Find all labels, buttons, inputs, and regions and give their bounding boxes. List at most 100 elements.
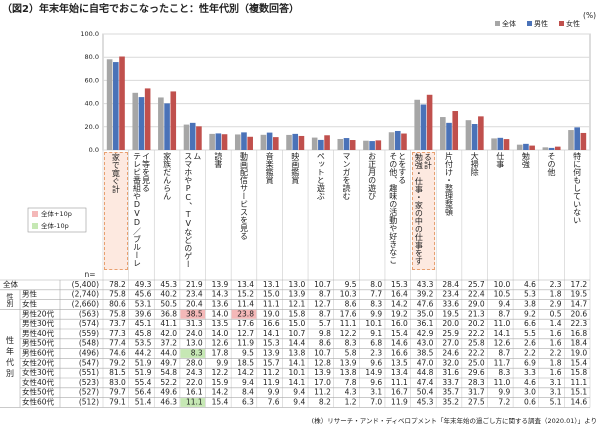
cell-value: 10.1	[289, 368, 306, 377]
cell-highlight	[180, 309, 206, 319]
category-label-box: 勉強・仕事・家の中の仕事をする計	[411, 152, 436, 270]
cell-value: 16.0	[391, 319, 408, 328]
cell-value: 44.0	[160, 349, 177, 358]
cell-value: 23.4	[442, 290, 459, 299]
bar	[516, 144, 523, 150]
bar	[414, 99, 420, 150]
cell-value: 3.1	[550, 378, 562, 387]
bar	[349, 140, 356, 150]
cell-value: 35.2	[442, 398, 459, 407]
category-label-box: その他、趣味の活動や好きなことをする	[386, 152, 410, 270]
cell-value: 52.2	[160, 378, 177, 387]
cell-value: 28.3	[468, 378, 485, 387]
cell-value: 8.7	[498, 349, 510, 358]
bar	[523, 143, 529, 150]
unit: (%)	[583, 11, 596, 20]
category-label: 音楽鑑賞	[265, 152, 275, 184]
row-n: (548)	[79, 339, 99, 348]
bar	[324, 135, 330, 150]
bar	[363, 140, 369, 150]
cell-value: 44.8	[417, 368, 434, 377]
cell-value: 10.5	[494, 290, 511, 299]
cell-value: 41.1	[160, 319, 177, 328]
cell-value: 31.3	[186, 319, 203, 328]
row-label: 男性60代	[22, 348, 55, 358]
cell-value: 15.9	[212, 378, 229, 387]
cell-value: 15.0	[289, 319, 306, 328]
cell-value: 15.0	[263, 290, 280, 299]
cell-value: 46.3	[160, 398, 177, 407]
cell-value: 19.0	[263, 309, 280, 318]
cell-value: 43.0	[417, 339, 434, 348]
category-label-box: 仕事	[488, 152, 512, 270]
cell-value: 7.2	[498, 398, 510, 407]
cell-value: 8.7	[319, 290, 331, 299]
category-label-box: 家で寛ぐ計	[104, 152, 128, 270]
cell-value: 3.8	[524, 300, 536, 309]
cell-value: 11.0	[494, 378, 511, 387]
bar	[260, 134, 267, 150]
category-label: その他	[547, 152, 557, 176]
cell-value: 11.9	[263, 378, 280, 387]
category-label-box: 読書	[207, 152, 231, 270]
bar	[138, 97, 145, 150]
cell-value: 15.3	[391, 280, 408, 289]
cell-value: 51.9	[135, 358, 152, 367]
cell-value: 2.3	[370, 349, 382, 358]
cell-value: 47.0	[417, 358, 434, 367]
cell-value: 36.8	[160, 309, 177, 318]
cell-value: 2.6	[524, 339, 536, 348]
bar	[241, 132, 247, 150]
cell-value: 77.3	[109, 329, 126, 338]
bar	[298, 135, 305, 150]
cell-value: 9.1	[370, 329, 382, 338]
cell-value: 1.6	[550, 339, 562, 348]
cell-value: 53.5	[135, 339, 152, 348]
cell-value: 11.1	[391, 378, 408, 387]
category-label: お正月の遊び	[367, 152, 377, 200]
cell-value: 2.2	[550, 349, 562, 358]
cell-value: 14.7	[570, 300, 587, 309]
legend-label: 男性	[534, 19, 548, 28]
cell-value: 14.2	[391, 300, 408, 309]
cell-value: 19.0	[570, 349, 587, 358]
cell-value: 79.2	[109, 358, 126, 367]
cell-value: 42.9	[417, 329, 434, 338]
cell-value: 5.1	[550, 398, 562, 407]
cell-value: 5.3	[524, 290, 536, 299]
bar	[478, 116, 484, 150]
bar	[106, 59, 113, 151]
cell-value: 13.6	[212, 300, 229, 309]
cell-value: 2.3	[550, 280, 562, 289]
cell-value: 8.7	[319, 309, 331, 318]
cell-value: 10.7	[289, 329, 306, 338]
cell-value: 12.6	[212, 339, 229, 348]
cell-value: 28.0	[186, 358, 203, 367]
cell-value: 8.3	[191, 349, 203, 358]
cell-value: 20.0	[442, 319, 459, 328]
y-tick-label: 60.0	[85, 76, 99, 84]
cell-value: 39.6	[135, 309, 152, 318]
cell-value: 18.5	[237, 358, 254, 367]
cell-value: 19.5	[442, 309, 459, 318]
category-label-box: スマホやPC、TVなどのゲーム	[181, 152, 205, 270]
bar	[119, 56, 125, 151]
cell-value: 13.8	[340, 368, 357, 377]
cell-value: 14.1	[289, 378, 306, 387]
legend-swatch	[559, 21, 564, 26]
cell-value: 50.4	[417, 388, 434, 397]
bar	[388, 132, 395, 150]
cell-value: 37.2	[160, 339, 177, 348]
cell-value: 53.1	[135, 300, 152, 309]
y-tick-label: 100.0	[80, 30, 99, 38]
cell-value: 9.4	[498, 300, 510, 309]
cell-value: 9.9	[370, 309, 382, 318]
cell-value: 9.2	[524, 309, 536, 318]
category-label-box: 映画鑑賞	[283, 152, 307, 270]
cell-value: 10.0	[494, 280, 511, 289]
bar	[580, 132, 587, 150]
cell-value: 16.6	[263, 319, 280, 328]
row-n: (512)	[79, 398, 99, 407]
cell-value: 9.9	[216, 358, 228, 367]
y-tick-label: 0.0	[89, 146, 99, 154]
